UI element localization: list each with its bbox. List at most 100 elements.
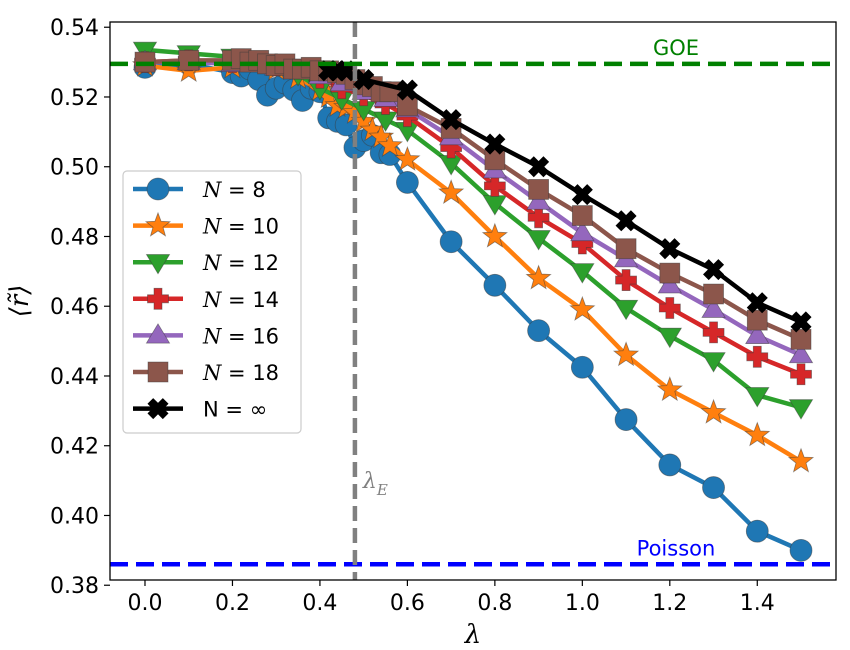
data-point [481,222,508,248]
legend-entry-4: N = 16 [133,323,279,348]
data-point [745,387,770,408]
legend-label-value: N = ∞ [203,398,267,422]
legend-label: N = 12 [202,251,279,275]
x-tick-label: 1.0 [565,591,600,616]
data-point [484,133,506,155]
y-tick-label: 0.48 [50,225,99,250]
legend-entry-5: N = 18 [133,361,279,385]
legend: N = 8N = 10N = 12N = 14N = 16N = 18N = ∞ [122,170,302,434]
data-point [745,323,770,344]
data-point [396,79,418,101]
x-tick-label: 0.0 [127,591,162,616]
legend-label-variable: N [202,324,222,348]
legend-label: N = 10 [202,215,279,239]
x-tick-label: 0.6 [390,591,425,616]
data-point [703,283,724,305]
plot-area: GOE Poisson λE [110,22,836,580]
legend-label: N = 16 [202,324,279,348]
data-point [527,319,551,343]
data-point [614,408,638,431]
data-point [744,421,771,447]
data-point [700,398,727,424]
x-tick-label: 0.8 [477,591,512,616]
legend-label-value: = 10 [221,215,279,239]
data-point [701,352,726,373]
y-tick-label: 0.46 [50,295,99,320]
data-point [701,297,726,318]
data-point [528,179,549,200]
x-tick-label: 1.2 [652,591,687,616]
data-point [571,184,593,206]
y-tick-label: 0.50 [50,156,99,181]
data-point [790,363,812,386]
data-point [483,273,507,297]
data-point [397,95,418,117]
legend-marker [144,211,172,237]
data-point [570,263,595,284]
legend-marker [147,287,169,310]
data-point [658,297,681,319]
data-point [484,149,506,171]
data-point [659,238,681,260]
legend-label-value: = 12 [221,251,279,275]
data-point [615,238,637,260]
lambda-e-sub: E [376,481,388,499]
data-point [570,220,595,242]
data-point [376,132,404,157]
x-tick-label: 0.2 [215,591,250,616]
data-point [745,519,769,543]
lambda-e-main: λ [362,469,377,494]
legend-label: N = 18 [202,361,279,385]
data-point [395,171,419,194]
y-tick-label: 0.40 [50,504,99,529]
y-axis-label: ⟨r̃⟩ [5,285,35,318]
data-point [790,328,812,350]
data-point [613,299,639,321]
data-point [570,355,594,379]
data-point [483,175,506,197]
y-tick-label: 0.54 [50,16,99,41]
legend-entry-0: N = 8 [133,177,266,202]
legend-label: N = 14 [202,288,279,312]
legend-entry-3: N = 14 [133,288,279,312]
y-tick-label: 0.52 [50,86,99,111]
y-tick-label: 0.42 [50,435,99,460]
data-point [526,230,551,251]
x-tick-label: 1.4 [740,591,775,616]
axes-frame [109,21,837,581]
x-tick-label: 0.4 [302,591,337,616]
data-point [657,327,683,349]
legend-entry-6: N = ∞ [133,398,267,422]
data-point [659,262,681,284]
y-tick-label: 0.44 [50,365,99,390]
legend-label-variable: N [202,361,222,385]
data-point [571,205,593,226]
data-point [788,399,814,420]
data-point [394,145,421,171]
data-point [615,210,637,232]
data-point [440,109,462,131]
data-point [789,538,813,562]
data-point [438,179,465,205]
data-point [702,321,725,344]
legend-marker [146,177,170,201]
data-point [703,259,725,281]
data-point [746,309,768,331]
data-point [790,311,812,333]
legend-marker [147,398,169,420]
reference-label-poisson: Poisson [637,536,716,560]
legend-label-variable: N [202,215,222,239]
data-point [525,264,552,290]
legend-label-variable: N [202,288,222,312]
legend-label-value: = 16 [221,324,279,348]
legend-entry-2: N = 12 [133,251,279,275]
data-point [528,156,550,178]
data-point [787,447,815,473]
data-point [527,206,550,229]
legend-label: N = ∞ [203,398,267,422]
legend-label-value: = 14 [221,288,279,312]
data-point [569,295,596,321]
lambda-e-label: λE [362,469,388,499]
data-point [788,342,814,364]
